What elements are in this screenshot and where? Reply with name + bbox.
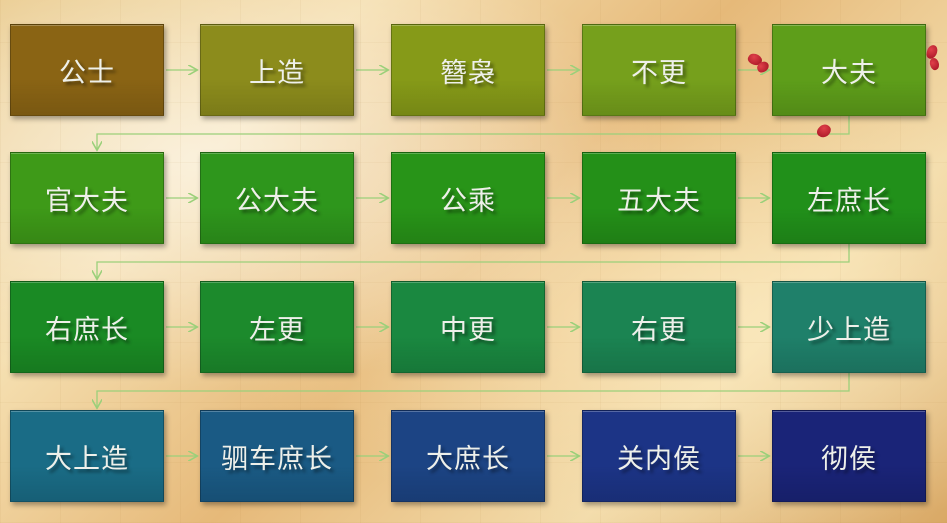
- rank-label: 左更: [249, 314, 305, 346]
- rank-box: 中更: [391, 281, 545, 373]
- rank-label: 五大夫: [617, 185, 701, 217]
- rank-label: 彻侯: [821, 443, 877, 475]
- rank-label: 少上造: [807, 314, 891, 346]
- rank-label: 官大夫: [45, 185, 129, 217]
- rank-label: 公乘: [440, 185, 496, 217]
- rank-label: 关内侯: [617, 443, 701, 475]
- rank-label: 右庶长: [45, 314, 129, 346]
- rank-label: 大上造: [45, 443, 129, 475]
- rank-box: 右更: [582, 281, 736, 373]
- rank-box: 官大夫: [10, 152, 164, 244]
- rank-label: 驷车庶长: [221, 443, 333, 475]
- flow-arrow: [97, 244, 850, 278]
- rank-box: 大夫: [772, 24, 926, 116]
- rank-box: 左庶长: [772, 152, 926, 244]
- rank-label: 不更: [631, 57, 687, 89]
- flow-arrow: [97, 116, 850, 149]
- rank-label: 公士: [59, 57, 115, 89]
- rank-box: 上造: [200, 24, 354, 116]
- rank-label: 大夫: [821, 57, 877, 89]
- rank-box: 关内侯: [582, 410, 736, 502]
- rank-label: 大庶长: [426, 443, 510, 475]
- rank-box: 五大夫: [582, 152, 736, 244]
- rank-box: 不更: [582, 24, 736, 116]
- rank-label: 公大夫: [235, 185, 319, 217]
- rank-box: 右庶长: [10, 281, 164, 373]
- rank-box: 公士: [10, 24, 164, 116]
- rank-label: 左庶长: [807, 185, 891, 217]
- rank-box: 大上造: [10, 410, 164, 502]
- rank-box: 少上造: [772, 281, 926, 373]
- rank-box: 大庶长: [391, 410, 545, 502]
- flow-arrow: [97, 373, 850, 407]
- rank-box: 簪袅: [391, 24, 545, 116]
- rank-box: 彻侯: [772, 410, 926, 502]
- rank-label: 中更: [440, 314, 496, 346]
- rank-label: 右更: [631, 314, 687, 346]
- rank-box: 左更: [200, 281, 354, 373]
- rank-box: 公大夫: [200, 152, 354, 244]
- rank-label: 上造: [249, 57, 305, 89]
- rank-box: 公乘: [391, 152, 545, 244]
- rank-label: 簪袅: [440, 57, 496, 89]
- rank-box: 驷车庶长: [200, 410, 354, 502]
